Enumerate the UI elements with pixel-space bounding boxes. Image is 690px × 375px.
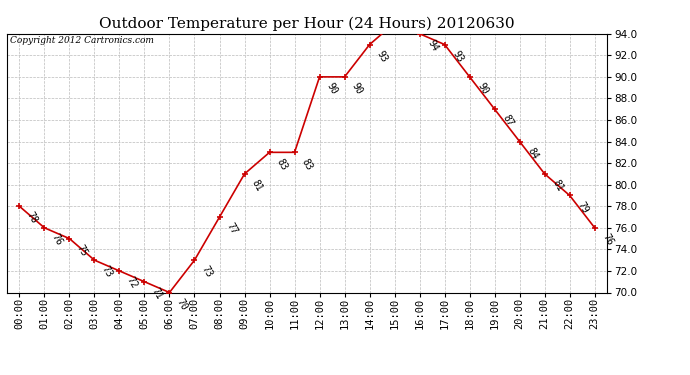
Title: Outdoor Temperature per Hour (24 Hours) 20120630: Outdoor Temperature per Hour (24 Hours) …	[99, 17, 515, 31]
Text: 90: 90	[475, 81, 490, 96]
Text: 81: 81	[250, 178, 264, 193]
Text: 79: 79	[575, 200, 590, 215]
Text: 84: 84	[525, 146, 540, 161]
Text: 71: 71	[150, 286, 164, 301]
Text: 70: 70	[175, 297, 190, 312]
Text: 83: 83	[300, 156, 315, 172]
Text: 94: 94	[425, 38, 440, 53]
Text: 73: 73	[100, 264, 115, 279]
Text: 93: 93	[450, 49, 464, 64]
Text: 95: 95	[0, 374, 1, 375]
Text: 90: 90	[350, 81, 364, 96]
Text: 77: 77	[225, 221, 239, 236]
Text: 83: 83	[275, 156, 290, 172]
Text: 72: 72	[125, 275, 139, 290]
Text: 78: 78	[25, 210, 39, 226]
Text: 76: 76	[600, 232, 615, 247]
Text: 87: 87	[500, 113, 515, 129]
Text: 81: 81	[550, 178, 564, 193]
Text: 93: 93	[375, 49, 390, 64]
Text: 90: 90	[325, 81, 339, 96]
Text: 75: 75	[75, 243, 90, 258]
Text: Copyright 2012 Cartronics.com: Copyright 2012 Cartronics.com	[10, 36, 154, 45]
Text: 76: 76	[50, 232, 64, 247]
Text: 73: 73	[200, 264, 215, 279]
